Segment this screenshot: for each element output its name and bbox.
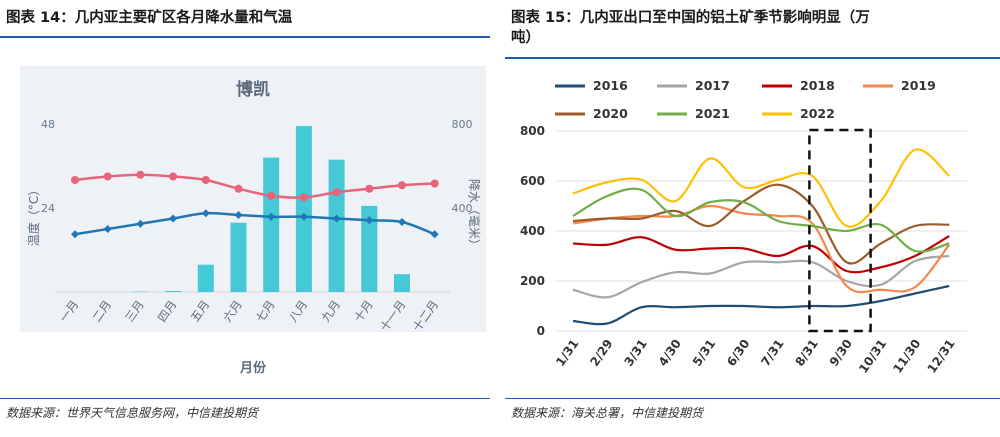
- temp-high-point: [398, 181, 406, 190]
- temp-high-point: [169, 172, 178, 181]
- y-right-tick-label: 800: [452, 118, 473, 131]
- temp-high-point: [234, 184, 243, 193]
- precip-bar: [361, 205, 378, 292]
- x-axis-title: 月份: [239, 360, 267, 376]
- precip-bar: [295, 126, 312, 292]
- temp-high-point: [103, 172, 112, 181]
- precip-bar: [230, 222, 247, 292]
- y-left-tick-label: 48: [41, 118, 55, 131]
- title-divider-left: [0, 36, 490, 38]
- temp-low-point: [136, 219, 145, 228]
- temp-low-point: [103, 225, 112, 233]
- precip-bar: [394, 274, 410, 292]
- precip-bar: [263, 157, 280, 292]
- temp-low-point: [299, 212, 308, 221]
- y-tick-label: 200: [520, 274, 545, 288]
- legend-label: 2016: [593, 78, 628, 93]
- temp-high-point: [201, 176, 210, 184]
- legend-label: 2021: [695, 106, 730, 121]
- series-line: [572, 183, 950, 265]
- source-divider-right: [505, 398, 1000, 399]
- figure-title-right: 图表 15：几内亚出口至中国的铝土矿季节影响明显（万 吨）: [511, 8, 996, 48]
- right-figure-panel: 图表 15：几内亚出口至中国的铝土矿季节影响明显（万 吨） 0 200 400 600…: [505, 0, 1000, 437]
- series-line: [572, 187, 950, 253]
- temp-high-point: [71, 176, 79, 184]
- x-tick-label: 4/30: [656, 337, 684, 369]
- legend-label: 2020: [593, 106, 628, 121]
- series-line: [572, 284, 950, 326]
- x-tick-label: 11/30: [890, 337, 923, 376]
- temp-high-point: [299, 193, 308, 202]
- source-note-right: 数据来源：海关总署，中信建投期货: [511, 406, 704, 420]
- left-figure-panel: 图表 14：几内亚主要矿区各月降水量和气温 博凯 24 48 400 800 温度（°C）…: [0, 0, 490, 437]
- legend-label: 2019: [901, 78, 936, 93]
- temp-low-point: [430, 230, 439, 239]
- x-tick-label: 6/30: [724, 337, 752, 369]
- temp-high-point: [430, 179, 439, 188]
- highlight-box: [808, 128, 872, 333]
- temp-low-point: [365, 216, 374, 225]
- title-divider-right: [505, 57, 1000, 59]
- x-tick-label: 9/30: [827, 337, 855, 369]
- y-tick-label: 800: [520, 124, 545, 138]
- x-tick-label: 8/31: [793, 337, 821, 369]
- figure-title-right-line1: 图表 15：几内亚出口至中国的铝土矿季节影响明显（万: [511, 10, 870, 26]
- temp-high-point: [267, 191, 276, 200]
- legend-label: 2022: [800, 106, 835, 121]
- x-tick-label: 10/31: [856, 337, 889, 376]
- temp-high-point: [365, 184, 374, 193]
- temp-low-point: [267, 212, 276, 221]
- series-line: [572, 254, 950, 299]
- y-tick-label: 0: [537, 324, 545, 338]
- precip-bar: [165, 290, 182, 292]
- temp-low-point: [201, 209, 210, 218]
- temp-low-point: [332, 214, 341, 223]
- legend-label: 2017: [695, 78, 730, 93]
- x-tick-label: 5/31: [690, 337, 718, 369]
- temp-low-point: [169, 214, 178, 223]
- source-divider-left: [0, 398, 490, 399]
- series-line: [572, 204, 951, 294]
- series-line: [572, 235, 950, 274]
- x-tick-label: 1/31: [553, 337, 581, 369]
- x-tick-label: 12/31: [925, 337, 958, 376]
- source-note-left: 数据来源：世界天气信息服务网，中信建投期货: [6, 406, 259, 420]
- bauxite-export-chart: 0 200 400 600 800 2016 2017 2018 2019 2020 2021 202…: [520, 78, 967, 376]
- legend-label: 2018: [800, 78, 835, 93]
- temp-high-point: [136, 170, 145, 179]
- y-right-tick-label: 400: [452, 202, 473, 215]
- figure-title-right-line2: 吨）: [511, 30, 540, 46]
- temp-high-point: [332, 188, 341, 197]
- y-right-axis-title: 降水（毫米）: [467, 179, 482, 251]
- series-line: [572, 148, 950, 228]
- temp-low-point: [71, 230, 79, 239]
- y-left-axis-title: 温度（°C）: [26, 184, 41, 246]
- y-tick-label: 600: [520, 174, 545, 188]
- precip-bar: [197, 264, 214, 292]
- y-tick-label: 400: [520, 224, 545, 238]
- x-tick-label: 7/31: [758, 337, 786, 369]
- y-left-tick-label: 24: [41, 202, 55, 215]
- x-tick-label: 3/31: [622, 337, 650, 369]
- x-tick-label: 2/29: [587, 337, 615, 369]
- figure-title-left: 图表 14：几内亚主要矿区各月降水量和气温: [6, 10, 293, 26]
- temp-low-point: [234, 211, 243, 219]
- chart-title: 博凯: [236, 79, 270, 100]
- temp-low-point: [398, 218, 406, 226]
- precip-bar: [328, 159, 345, 292]
